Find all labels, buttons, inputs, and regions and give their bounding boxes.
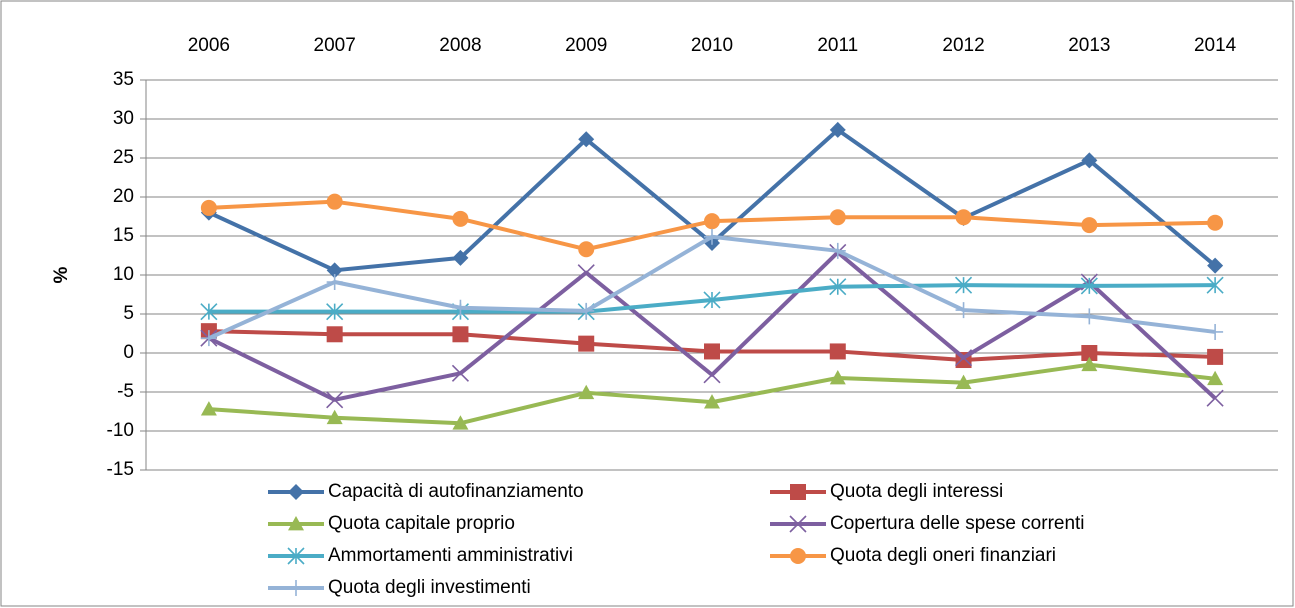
- x-tick-label: 2009: [565, 35, 607, 56]
- marker: [955, 374, 972, 390]
- marker: [200, 330, 217, 347]
- y-tick-label: 35: [113, 69, 134, 90]
- marker: [789, 515, 807, 533]
- legend-label: Quota degli oneri finanziari: [830, 545, 1056, 566]
- x-tick-label: 2006: [188, 35, 230, 56]
- marker: [200, 401, 217, 416]
- marker: [1207, 370, 1224, 386]
- marker: [704, 213, 720, 230]
- y-tick-label: 20: [113, 186, 134, 207]
- marker: [578, 131, 595, 148]
- marker: [790, 548, 806, 564]
- marker: [1207, 348, 1224, 365]
- x-tick-label: 2014: [1194, 35, 1237, 56]
- marker: [704, 343, 720, 360]
- marker: [326, 193, 343, 210]
- y-tick-label: 5: [123, 303, 134, 324]
- y-axis-label: %: [51, 266, 72, 283]
- marker: [1207, 323, 1224, 340]
- marker: [955, 209, 972, 226]
- legend-label: Ammortamenti amministrativi: [328, 545, 573, 566]
- marker: [200, 303, 218, 321]
- marker: [955, 302, 972, 319]
- y-tick-label: 30: [113, 108, 134, 129]
- marker: [790, 484, 806, 500]
- marker: [577, 264, 595, 282]
- marker: [578, 384, 595, 400]
- x-tick-label: 2013: [1068, 35, 1110, 56]
- y-tick-label: 25: [113, 147, 134, 168]
- y-tick-label: -5: [117, 381, 134, 402]
- y-tick-label: 0: [123, 342, 134, 363]
- marker: [287, 547, 305, 565]
- marker: [703, 366, 721, 384]
- marker: [578, 241, 595, 258]
- marker: [288, 484, 304, 500]
- x-tick-label: 2008: [439, 35, 481, 56]
- marker: [326, 303, 344, 321]
- marker: [829, 242, 846, 259]
- marker: [1080, 277, 1098, 295]
- x-tick-label: 2011: [817, 35, 858, 56]
- marker: [326, 262, 343, 279]
- marker: [703, 291, 721, 309]
- x-tick-label: 2010: [691, 35, 733, 56]
- marker: [829, 369, 846, 385]
- marker: [829, 343, 846, 360]
- x-tick-label: 2007: [314, 35, 356, 56]
- marker: [954, 276, 973, 294]
- legend-label: Quota degli interessi: [830, 481, 1003, 502]
- marker: [288, 516, 304, 531]
- marker: [452, 249, 469, 266]
- marker: [1081, 356, 1098, 372]
- marker: [452, 415, 469, 430]
- marker: [452, 299, 469, 316]
- marker: [704, 394, 720, 409]
- legend-label: Capacità di autofinanziamento: [328, 481, 584, 502]
- legend-label: Quota capitale proprio: [328, 513, 515, 534]
- y-tick-label: -10: [107, 420, 134, 441]
- marker: [954, 349, 973, 367]
- marker: [578, 335, 595, 352]
- marker: [288, 580, 304, 596]
- marker: [829, 209, 846, 226]
- x-tick-label: 2012: [942, 35, 984, 56]
- marker: [829, 278, 847, 296]
- marker: [829, 121, 846, 138]
- marker: [1207, 214, 1224, 231]
- marker: [1207, 257, 1224, 274]
- marker: [1081, 217, 1098, 234]
- y-tick-label: 15: [113, 225, 134, 246]
- marker: [1081, 308, 1098, 325]
- marker: [326, 409, 343, 425]
- marker: [326, 274, 343, 291]
- marker: [1081, 152, 1098, 169]
- marker: [1081, 345, 1098, 361]
- y-tick-label: -15: [107, 459, 134, 480]
- marker: [704, 228, 720, 245]
- marker: [326, 326, 343, 343]
- marker: [578, 302, 595, 319]
- legend-label: Quota degli investimenti: [328, 577, 531, 598]
- marker: [1206, 276, 1224, 294]
- marker: [1206, 389, 1224, 407]
- marker: [451, 364, 470, 382]
- marker: [200, 199, 217, 216]
- marker: [326, 391, 344, 409]
- y-tick-label: 10: [113, 264, 134, 285]
- marker: [452, 210, 469, 227]
- legend-label: Copertura delle spese correnti: [830, 513, 1085, 534]
- marker: [452, 326, 469, 343]
